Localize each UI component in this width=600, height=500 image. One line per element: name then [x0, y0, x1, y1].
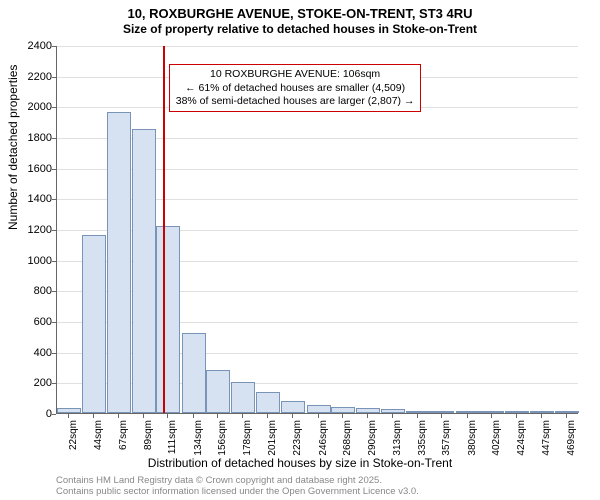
xtick-mark: [118, 414, 119, 418]
ytick-label: 2200: [28, 71, 52, 83]
xtick-label: 447sqm: [541, 420, 552, 460]
callout-box: 10 ROXBURGHE AVENUE: 106sqm← 61% of deta…: [169, 64, 422, 111]
y-axis-label: Number of detached properties: [6, 65, 20, 230]
ytick-label: 1400: [28, 193, 52, 205]
histogram-bar: [530, 411, 554, 413]
xtick-mark: [318, 414, 319, 418]
x-axis-label: Distribution of detached houses by size …: [0, 456, 600, 470]
histogram-chart: 10, ROXBURGHE AVENUE, STOKE-ON-TRENT, ST…: [0, 0, 600, 500]
xtick-label: 357sqm: [441, 420, 452, 460]
histogram-bar: [456, 411, 480, 413]
xtick-label: 178sqm: [242, 420, 253, 460]
xtick-label: 134sqm: [193, 420, 204, 460]
xtick-mark: [467, 414, 468, 418]
xtick-mark: [193, 414, 194, 418]
xtick-label: 424sqm: [516, 420, 527, 460]
xtick-label: 201sqm: [267, 420, 278, 460]
ytick-label: 400: [34, 347, 52, 359]
xtick-mark: [93, 414, 94, 418]
xtick-label: 44sqm: [93, 420, 104, 460]
histogram-bar: [356, 408, 380, 413]
xtick-mark: [143, 414, 144, 418]
xtick-label: 268sqm: [342, 420, 353, 460]
xtick-label: 246sqm: [318, 420, 329, 460]
xtick-label: 111sqm: [167, 420, 178, 460]
xtick-label: 380sqm: [467, 420, 478, 460]
ytick-label: 800: [34, 285, 52, 297]
ytick-label: 1800: [28, 132, 52, 144]
gridline: [57, 46, 578, 47]
histogram-bar: [156, 226, 180, 413]
xtick-label: 67sqm: [118, 420, 129, 460]
xtick-mark: [516, 414, 517, 418]
histogram-bar: [281, 401, 305, 413]
histogram-bar: [107, 112, 131, 413]
ytick-label: 1200: [28, 224, 52, 236]
chart-title-block: 10, ROXBURGHE AVENUE, STOKE-ON-TRENT, ST…: [0, 0, 600, 36]
ytick-label: 600: [34, 316, 52, 328]
histogram-bar: [256, 392, 280, 413]
xtick-mark: [367, 414, 368, 418]
xtick-label: 402sqm: [491, 420, 502, 460]
histogram-bar: [231, 382, 255, 413]
ytick-label: 2400: [28, 40, 52, 52]
histogram-bar: [57, 408, 81, 413]
xtick-label: 290sqm: [367, 420, 378, 460]
xtick-label: 313sqm: [392, 420, 403, 460]
xtick-mark: [267, 414, 268, 418]
xtick-mark: [566, 414, 567, 418]
plot-area: 10 ROXBURGHE AVENUE: 106sqm← 61% of deta…: [56, 46, 578, 414]
histogram-bar: [206, 370, 230, 413]
xtick-mark: [417, 414, 418, 418]
footer-attribution: Contains HM Land Registry data © Crown c…: [56, 476, 419, 498]
histogram-bar: [406, 411, 430, 413]
xtick-label: 89sqm: [143, 420, 154, 460]
xtick-mark: [342, 414, 343, 418]
callout-line1: 10 ROXBURGHE AVENUE: 106sqm: [176, 68, 415, 81]
xtick-mark: [292, 414, 293, 418]
histogram-bar: [307, 405, 331, 413]
histogram-bar: [132, 129, 156, 413]
callout-line3: 38% of semi-detached houses are larger (…: [176, 95, 415, 108]
histogram-bar: [331, 407, 355, 413]
xtick-label: 335sqm: [417, 420, 428, 460]
xtick-mark: [392, 414, 393, 418]
chart-title-main: 10, ROXBURGHE AVENUE, STOKE-ON-TRENT, ST…: [0, 6, 600, 21]
callout-line2: ← 61% of detached houses are smaller (4,…: [176, 82, 415, 95]
ytick-label: 200: [34, 377, 52, 389]
footer-line2: Contains public sector information licen…: [56, 487, 419, 498]
histogram-bar: [505, 411, 529, 413]
chart-title-sub: Size of property relative to detached ho…: [0, 22, 600, 36]
xtick-mark: [242, 414, 243, 418]
xtick-label: 223sqm: [292, 420, 303, 460]
histogram-bar: [82, 235, 106, 413]
subject-marker-line: [163, 46, 165, 413]
ytick-label: 2000: [28, 101, 52, 113]
ytick-label: 1600: [28, 163, 52, 175]
ytick-mark: [52, 414, 56, 415]
xtick-mark: [491, 414, 492, 418]
histogram-bar: [182, 333, 206, 413]
xtick-label: 22sqm: [68, 420, 79, 460]
xtick-mark: [167, 414, 168, 418]
xtick-mark: [217, 414, 218, 418]
histogram-bar: [480, 411, 504, 413]
xtick-label: 156sqm: [217, 420, 228, 460]
xtick-mark: [541, 414, 542, 418]
xtick-mark: [441, 414, 442, 418]
histogram-bar: [555, 411, 579, 413]
histogram-bar: [381, 409, 405, 413]
ytick-label: 1000: [28, 255, 52, 267]
xtick-mark: [68, 414, 69, 418]
histogram-bar: [430, 411, 454, 413]
xtick-label: 469sqm: [566, 420, 577, 460]
